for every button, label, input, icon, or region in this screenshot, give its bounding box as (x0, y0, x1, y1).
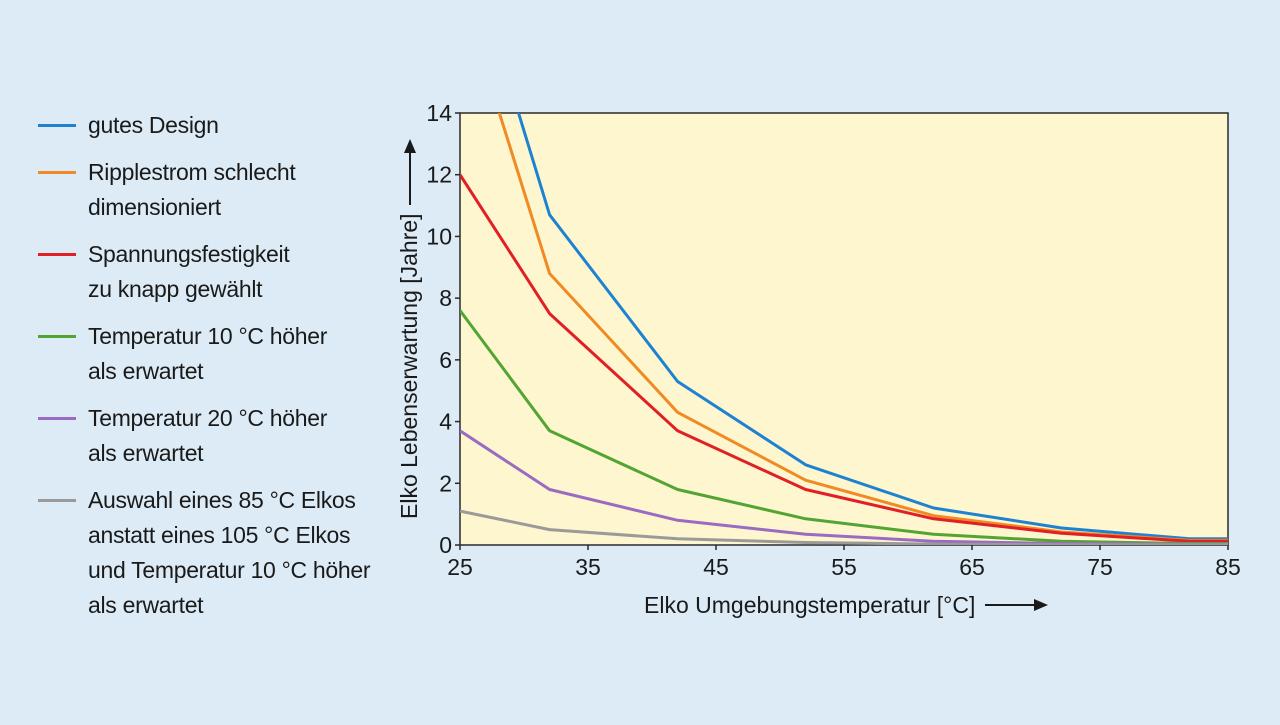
legend-item: Temperatur 10 °C höher als erwartet (38, 319, 388, 389)
legend-item: gutes Design (38, 108, 388, 143)
legend-label: Ripplestrom schlecht dimensioniert (88, 159, 296, 220)
y-tick-label: 14 (426, 100, 452, 126)
x-tick-label: 35 (575, 554, 601, 580)
legend-label: gutes Design (88, 112, 219, 138)
series-line-1 (516, 113, 1228, 541)
y-tick-label: 6 (439, 347, 452, 373)
series-line-3 (460, 173, 1228, 543)
y-axis-ticks: 0 2 4 6 8 10 12 14 (426, 100, 460, 558)
y-axis-label: Elko Lebenserwartung [Jahre] (396, 213, 422, 519)
plot-area (459, 112, 1229, 546)
x-axis-label: Elko Umgebungstemperatur [°C] (644, 592, 975, 618)
y-tick-label: 2 (439, 470, 452, 496)
legend-item: Spannungsfestigkeit zu knapp gewählt (38, 237, 388, 307)
y-tick-label: 10 (426, 223, 452, 249)
legend-swatch (38, 171, 76, 174)
x-tick-label: 65 (959, 554, 985, 580)
y-tick-label: 12 (426, 162, 452, 188)
y-tick-label: 0 (439, 532, 452, 558)
x-tick-label: 45 (703, 554, 729, 580)
legend-swatch (38, 499, 76, 502)
chart-legend: gutes Design Ripplestrom schlecht dimensi… (38, 108, 388, 635)
legend-swatch (38, 124, 76, 127)
series-line-6 (460, 509, 1228, 545)
legend-swatch (38, 335, 76, 338)
x-tick-label: 25 (447, 554, 473, 580)
x-axis-arrow-icon (985, 599, 1048, 611)
y-axis-arrow-icon (404, 139, 416, 205)
series-layer (460, 113, 1228, 545)
legend-label: Auswahl eines 85 °C Elkos anstatt eines … (88, 487, 371, 618)
legend-label: Spannungsfestigkeit zu knapp gewählt (88, 241, 290, 302)
x-axis-ticks: 25 35 45 55 65 75 85 (447, 545, 1241, 580)
legend-item: Temperatur 20 °C höher als erwartet (38, 401, 388, 471)
legend-label: Temperatur 10 °C höher als erwartet (88, 323, 328, 384)
y-tick-label: 4 (439, 409, 452, 435)
legend-swatch (38, 253, 76, 256)
legend-label: Temperatur 20 °C höher als erwartet (88, 405, 328, 466)
x-tick-label: 85 (1215, 554, 1241, 580)
x-tick-label: 75 (1087, 554, 1113, 580)
x-tick-label: 55 (831, 554, 857, 580)
legend-swatch (38, 417, 76, 420)
legend-item: Ripplestrom schlecht dimensioniert (38, 155, 388, 225)
y-tick-label: 8 (439, 285, 452, 311)
legend-item: Auswahl eines 85 °C Elkos anstatt eines … (38, 483, 388, 623)
